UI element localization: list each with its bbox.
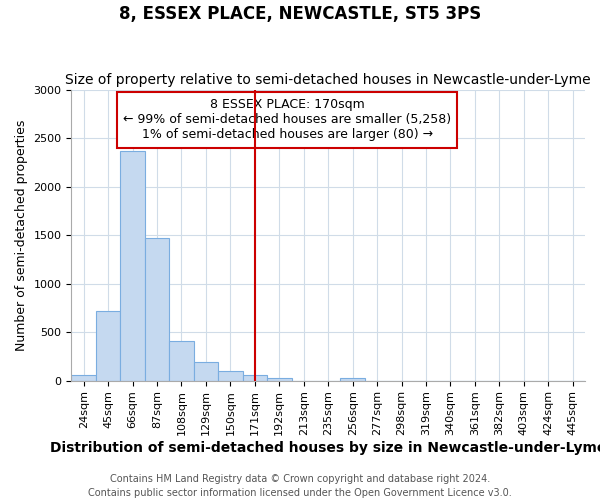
- X-axis label: Distribution of semi-detached houses by size in Newcastle-under-Lyme: Distribution of semi-detached houses by …: [50, 441, 600, 455]
- Bar: [121, 150, 145, 380]
- Bar: [267, 378, 292, 380]
- Bar: [218, 372, 242, 380]
- Bar: [242, 376, 267, 380]
- Text: Contains HM Land Registry data © Crown copyright and database right 2024.
Contai: Contains HM Land Registry data © Crown c…: [88, 474, 512, 498]
- Title: Size of property relative to semi-detached houses in Newcastle-under-Lyme: Size of property relative to semi-detach…: [65, 73, 591, 87]
- Y-axis label: Number of semi-detached properties: Number of semi-detached properties: [15, 120, 28, 351]
- Text: 8 ESSEX PLACE: 170sqm
← 99% of semi-detached houses are smaller (5,258)
1% of se: 8 ESSEX PLACE: 170sqm ← 99% of semi-deta…: [123, 98, 451, 142]
- Bar: [194, 362, 218, 380]
- Bar: [96, 310, 121, 380]
- Text: 8, ESSEX PLACE, NEWCASTLE, ST5 3PS: 8, ESSEX PLACE, NEWCASTLE, ST5 3PS: [119, 5, 481, 23]
- Bar: [71, 376, 96, 380]
- Bar: [169, 341, 194, 380]
- Bar: [145, 238, 169, 380]
- Bar: [340, 378, 365, 380]
